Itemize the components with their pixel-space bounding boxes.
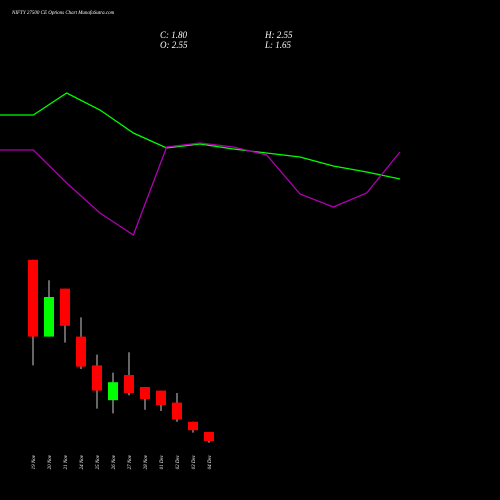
indicator-line xyxy=(0,92,401,180)
candle-body xyxy=(204,432,214,441)
candle-body xyxy=(172,402,182,420)
candle-body xyxy=(108,382,118,401)
x-tick-label: 02 Dec xyxy=(176,454,181,469)
x-tick-label: 24 Nov xyxy=(80,454,85,469)
candle-body xyxy=(188,421,198,431)
x-tick-label: 27 Nov xyxy=(128,454,133,469)
candle-body xyxy=(76,336,86,367)
indicator-line xyxy=(0,142,401,236)
ohlc-label: H: 2.55 xyxy=(264,30,293,40)
candle-body xyxy=(156,390,166,405)
ohlc-label: C: 1.80 xyxy=(160,30,188,40)
candle-body xyxy=(124,375,134,393)
chart-title: NIFTY 27500 CE Options Chart MunafaSutra… xyxy=(11,11,115,16)
candle-body xyxy=(60,288,70,326)
x-tick-label: 03 Dec xyxy=(192,454,197,469)
x-tick-label: 26 Nov xyxy=(112,454,117,469)
x-tick-label: 21 Nov xyxy=(64,454,69,469)
x-tick-label: 28 Nov xyxy=(144,454,149,469)
ohlc-label: L: 1.65 xyxy=(264,40,292,50)
candle-body xyxy=(44,297,54,337)
ohlc-label: O: 2.55 xyxy=(160,40,188,50)
candle-body xyxy=(28,259,38,337)
x-tick-label: 19 Nov xyxy=(32,454,37,469)
x-tick-label: 04 Dec xyxy=(208,454,213,469)
x-tick-label: 25 Nov xyxy=(96,454,101,469)
candle-body xyxy=(140,387,150,399)
x-tick-label: 01 Dec xyxy=(160,454,165,469)
candle-body xyxy=(92,365,102,391)
x-tick-label: 20 Nov xyxy=(48,454,53,469)
